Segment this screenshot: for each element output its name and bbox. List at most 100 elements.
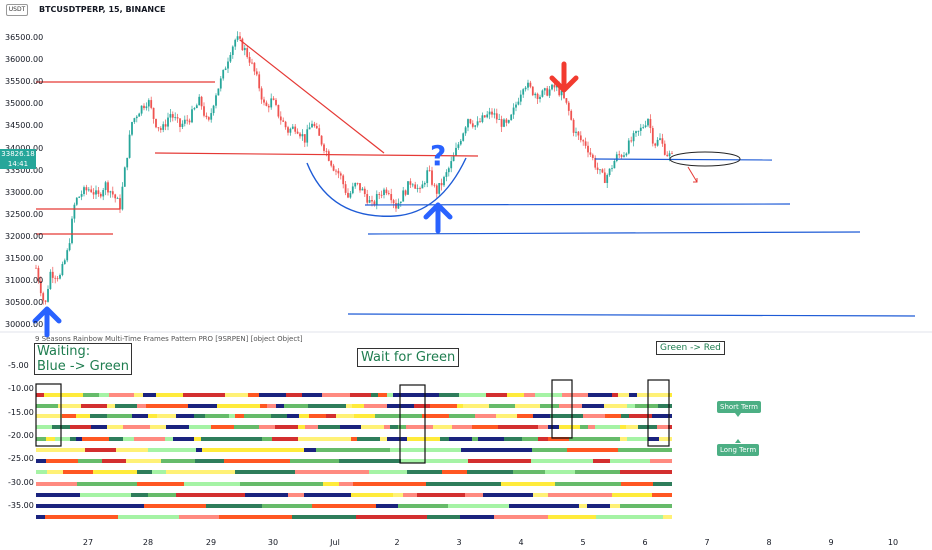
rainbow-segment [183,393,201,397]
rainbow-segment [369,470,407,474]
rainbow-segment [146,404,163,408]
time-tick: 28 [142,538,154,547]
rainbow-segment [336,414,354,418]
rainbow-segment [403,493,417,497]
candle-body [546,88,549,96]
rainbow-segment [107,425,123,429]
candle-body [399,201,402,203]
rainbow-segment [222,504,262,508]
rainbow-segment [353,482,426,486]
candle-body [630,140,633,142]
price-tick: 33500.00 [5,165,44,175]
rainbow-segment [626,425,638,429]
price-tick: 33000.00 [5,187,44,197]
rainbow-segment [290,459,339,463]
rainbow-segment [339,482,353,486]
rainbow-segment [81,404,107,408]
candle-body [267,105,270,108]
rainbow-segment [163,404,188,408]
candle-body [651,128,654,144]
rainbow-segment [559,404,582,408]
rainbow-highlight-box [35,383,62,447]
candle-body [92,192,95,195]
rainbow-segment [288,493,304,497]
candle-body [167,117,169,127]
rainbow-segment [46,437,55,441]
rainbow-segment [275,425,298,429]
price-tick: 36000.00 [5,55,44,65]
candle-body [500,119,503,127]
candle-body [44,300,47,302]
rainbow-segment [179,515,219,519]
rainbow-segment [448,504,509,508]
candle-body [95,190,97,195]
rainbow-segment [267,404,276,408]
candle-body [212,105,215,114]
rainbow-segment [562,393,588,397]
small-red-arrow-shaft [687,166,698,183]
rainbow-segment [173,437,194,441]
rainbow-segment [295,470,369,474]
candle-body [668,153,671,157]
candle-body [452,155,455,162]
currency-badge[interactable]: USDT [6,4,28,16]
rainbow-segment [538,425,548,429]
candle-body [627,140,630,154]
rainbow-segment [115,404,137,408]
rainbow-segment [533,414,540,418]
rainbow-segment [426,482,501,486]
price-tick: 30500.00 [5,298,44,308]
rainbow-segment [134,437,146,441]
candle-body [464,127,467,134]
rainbow-segment [132,414,148,418]
waiting-note[interactable]: Waiting: Blue -> Green [34,343,132,375]
time-tick: 10 [887,538,899,547]
rainbow-segment [575,470,620,474]
candle-body [265,102,268,106]
indicator-title[interactable]: 9 Seasons Rainbow Multi-Time Frames Patt… [35,335,303,343]
rainbow-segment [123,437,134,441]
rainbow-segment [533,493,548,497]
candle-body [383,189,385,196]
candle-body [421,184,424,189]
long-term-tag[interactable]: Long Term [717,444,760,456]
rainbow-segment [361,425,384,429]
candle-body [306,129,309,143]
rainbow-segment [276,404,284,408]
rainbow-segment [604,437,620,441]
candle-body [635,131,637,134]
rainbow-segment [648,437,659,441]
rainbow-segment [540,404,559,408]
rainbow-segment [126,459,161,463]
rainbow-segment [398,425,406,429]
rainbow-segment [63,470,93,474]
short-term-tag[interactable]: Short Term [717,401,761,413]
rainbow-segment [627,404,635,408]
descending-trendline [239,39,385,154]
rainbow-segment [292,515,356,519]
candle-body [440,183,443,186]
candle-body [392,200,395,204]
wait-for-green-note[interactable]: Wait for Green [357,348,460,367]
green-to-red-note[interactable]: Green -> Red [656,341,725,355]
candle-body [327,151,330,161]
candle-body [210,113,213,120]
rainbow-segment [253,437,262,441]
question-mark-annotation[interactable]: ? [430,139,447,172]
rainbow-segment [401,459,431,463]
rainbow-segment [109,393,134,397]
candle-body [229,54,232,62]
waiting-note-line1: Waiting: [37,344,91,359]
candle-body [491,111,493,115]
price-tick: 31000.00 [5,276,44,286]
rainbow-segment [604,404,627,408]
candle-body [80,194,83,197]
rainbow-segment [225,393,248,397]
symbol-title[interactable]: BTCUSDTPERP, 15, BINANCE [39,5,166,14]
time-tick: Jul [330,538,340,547]
candle-body [397,202,400,209]
rainbow-segment [166,470,235,474]
candle-body [503,119,505,127]
rainbow-segment [513,470,545,474]
